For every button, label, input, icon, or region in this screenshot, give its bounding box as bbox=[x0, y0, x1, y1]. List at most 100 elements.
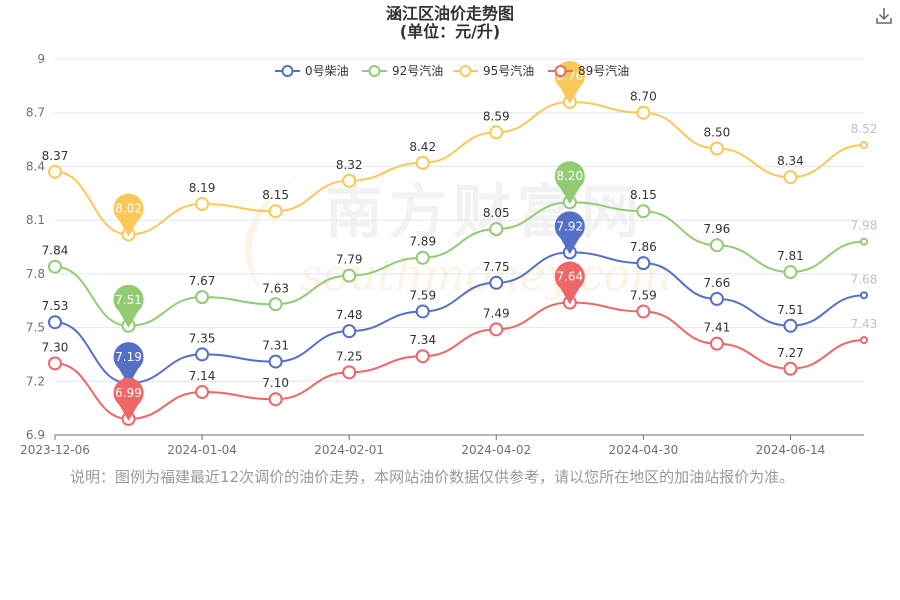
legend-item[interactable]: 0号柴油 bbox=[275, 64, 349, 78]
data-point[interactable] bbox=[636, 204, 651, 219]
x-tick-label: 2024-06-14 bbox=[756, 443, 826, 457]
data-label: 7.27 bbox=[777, 346, 804, 360]
marker-pin-head bbox=[554, 211, 585, 242]
download-icon[interactable] bbox=[874, 6, 894, 26]
data-label: 8.50 bbox=[704, 126, 731, 140]
data-point[interactable] bbox=[783, 265, 798, 280]
data-point[interactable] bbox=[195, 347, 210, 362]
y-tick-label: 8.7 bbox=[26, 106, 45, 120]
max-value-marker: 7.92 bbox=[554, 211, 585, 255]
marker-value: 8.02 bbox=[115, 201, 142, 215]
legend-item[interactable]: 89号汽油 bbox=[548, 63, 629, 78]
legend-item[interactable]: 95号汽油 bbox=[453, 63, 534, 78]
data-point[interactable] bbox=[860, 237, 868, 246]
data-point[interactable] bbox=[489, 322, 504, 337]
data-label: 8.05 bbox=[483, 206, 510, 220]
y-tick-label: 7.2 bbox=[26, 374, 45, 388]
data-point[interactable] bbox=[709, 291, 724, 306]
data-label: 7.59 bbox=[630, 288, 657, 302]
legend-item[interactable]: 92号汽油 bbox=[362, 63, 443, 78]
legend-circle-icon bbox=[459, 65, 472, 77]
data-label: 7.98 bbox=[851, 219, 878, 233]
data-label: 7.89 bbox=[409, 235, 436, 249]
data-point[interactable] bbox=[48, 356, 62, 371]
legend-circle-icon bbox=[281, 65, 294, 77]
data-label: 7.66 bbox=[704, 276, 731, 290]
data-point[interactable] bbox=[48, 259, 62, 274]
data-point[interactable] bbox=[636, 256, 651, 271]
data-label: 7.63 bbox=[262, 281, 289, 295]
marker-pin-head bbox=[554, 161, 585, 192]
data-point[interactable] bbox=[783, 170, 798, 185]
data-point[interactable] bbox=[342, 173, 357, 188]
data-label: 7.67 bbox=[189, 274, 216, 288]
data-point[interactable] bbox=[342, 268, 357, 283]
data-point[interactable] bbox=[709, 238, 724, 253]
legend-label: 92号汽油 bbox=[392, 63, 443, 78]
data-point[interactable] bbox=[415, 250, 430, 265]
data-point[interactable] bbox=[195, 290, 210, 305]
data-point[interactable] bbox=[342, 324, 357, 339]
series-lines bbox=[48, 94, 868, 426]
marker-value: 7.51 bbox=[115, 293, 142, 307]
data-label: 7.34 bbox=[409, 333, 436, 347]
watermark-brand: 南方财富网 bbox=[325, 178, 645, 246]
data-point[interactable] bbox=[860, 336, 868, 345]
data-point[interactable] bbox=[489, 222, 504, 237]
data-point[interactable] bbox=[860, 140, 868, 149]
marker-value: 7.92 bbox=[556, 219, 583, 233]
data-point[interactable] bbox=[709, 336, 724, 351]
y-tick-label: 6.9 bbox=[26, 428, 45, 442]
legend[interactable]: 0号柴油 92号汽油 95号汽油 89号汽油 bbox=[275, 63, 629, 78]
data-point[interactable] bbox=[860, 291, 868, 300]
min-value-marker: 7.51 bbox=[113, 284, 144, 328]
series-line bbox=[54, 201, 865, 327]
data-point[interactable] bbox=[268, 204, 283, 219]
y-tick-label: 9 bbox=[37, 52, 45, 66]
data-label: 7.86 bbox=[630, 240, 657, 254]
data-point[interactable] bbox=[783, 318, 798, 333]
data-point[interactable] bbox=[489, 125, 504, 140]
data-point[interactable] bbox=[268, 297, 283, 312]
x-tick-label: 2024-01-04 bbox=[167, 443, 237, 457]
data-point[interactable] bbox=[48, 164, 62, 179]
data-point[interactable] bbox=[195, 197, 210, 212]
data-point[interactable] bbox=[636, 105, 651, 120]
marker-pin-head bbox=[113, 284, 144, 315]
data-point[interactable] bbox=[268, 392, 283, 407]
data-point[interactable] bbox=[268, 354, 283, 369]
x-tick-label: 2024-04-30 bbox=[608, 443, 678, 457]
data-label: 7.79 bbox=[336, 253, 363, 267]
data-label: 7.49 bbox=[483, 306, 510, 320]
data-point[interactable] bbox=[783, 361, 798, 376]
min-value-marker: 7.19 bbox=[113, 342, 144, 386]
legend-label: 0号柴油 bbox=[305, 64, 349, 78]
axes: 6.9 7.2 7.5 7.8 8.1 8.4 8.7 9 2023-12-06 2024-01-… bbox=[20, 52, 864, 457]
extreme-markers: 7.197.927.518.208.028.766.997.64 bbox=[113, 60, 585, 421]
data-label: 7.81 bbox=[777, 249, 804, 263]
data-label: 7.14 bbox=[189, 369, 216, 383]
min-value-marker: 6.99 bbox=[113, 377, 144, 421]
data-point[interactable] bbox=[489, 275, 504, 290]
data-point[interactable] bbox=[415, 155, 430, 170]
y-tick-label: 7.8 bbox=[26, 267, 45, 281]
data-label: 7.30 bbox=[42, 340, 69, 354]
data-label: 8.52 bbox=[851, 122, 878, 136]
data-point[interactable] bbox=[636, 304, 651, 319]
data-point[interactable] bbox=[195, 385, 210, 400]
chart-note: 说明：图例为福建最近12次调价的油价走势，本网站油价数据仅供参考，请以您所在地区… bbox=[70, 468, 795, 486]
data-point[interactable] bbox=[342, 365, 357, 380]
marker-pin-head bbox=[113, 193, 144, 224]
data-label: 8.37 bbox=[42, 149, 69, 163]
data-point[interactable] bbox=[415, 304, 430, 319]
chart-subtitle: (单位：元/升) bbox=[399, 22, 501, 41]
data-point[interactable] bbox=[415, 349, 430, 364]
data-labels: 7.53 7.35 7.31 7.48 7.59 7.75 7.86 7.66 7.51 7.68… bbox=[42, 90, 878, 390]
data-point[interactable] bbox=[709, 141, 724, 156]
data-label: 8.15 bbox=[630, 188, 657, 202]
x-tick-label: 2024-02-01 bbox=[314, 443, 384, 457]
data-label: 7.84 bbox=[42, 244, 69, 258]
marker-value: 8.20 bbox=[556, 169, 583, 183]
watermark: 南方财富网 southmoney.com bbox=[245, 175, 672, 301]
data-point[interactable] bbox=[48, 315, 62, 330]
